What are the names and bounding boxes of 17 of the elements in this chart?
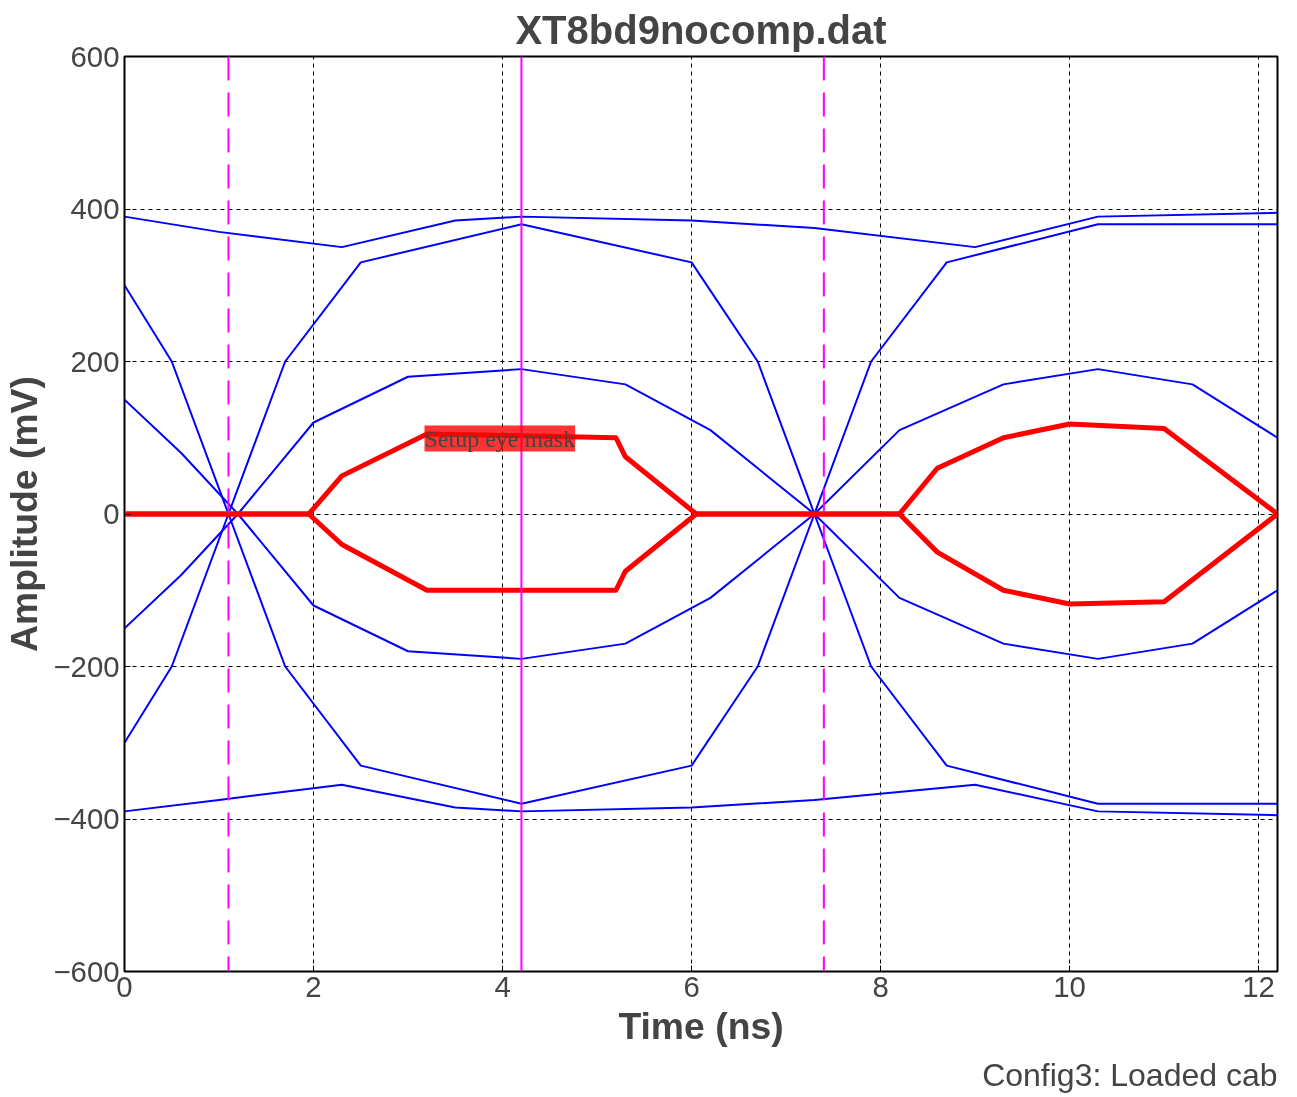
y-tick-label: 600 (70, 39, 120, 73)
annotation: Setup eye mask (424, 425, 576, 452)
y-tick-label: −400 (53, 802, 120, 835)
x-tick-label: 8 (872, 969, 889, 1003)
y-tick-label: 200 (70, 344, 120, 378)
x-tick-label: 6 (683, 969, 700, 1003)
y-tick-label: −200 (53, 649, 120, 683)
x-tick-label: 10 (1053, 969, 1086, 1003)
x-tick-label: 12 (1242, 969, 1275, 1003)
x-axis-title: Time (ns) (618, 1004, 784, 1047)
y-axis-title: Amplitude (mV) (3, 376, 46, 652)
text: Config3: Loaded cab (982, 1056, 1278, 1093)
y-tick-label: 400 (70, 192, 120, 225)
y-tick-label: 0 (103, 497, 120, 530)
x-tick-label: 2 (305, 969, 322, 1003)
chart-title: XT8bd9nocomp.dat (515, 7, 887, 52)
x-tick-label: 4 (494, 969, 511, 1003)
